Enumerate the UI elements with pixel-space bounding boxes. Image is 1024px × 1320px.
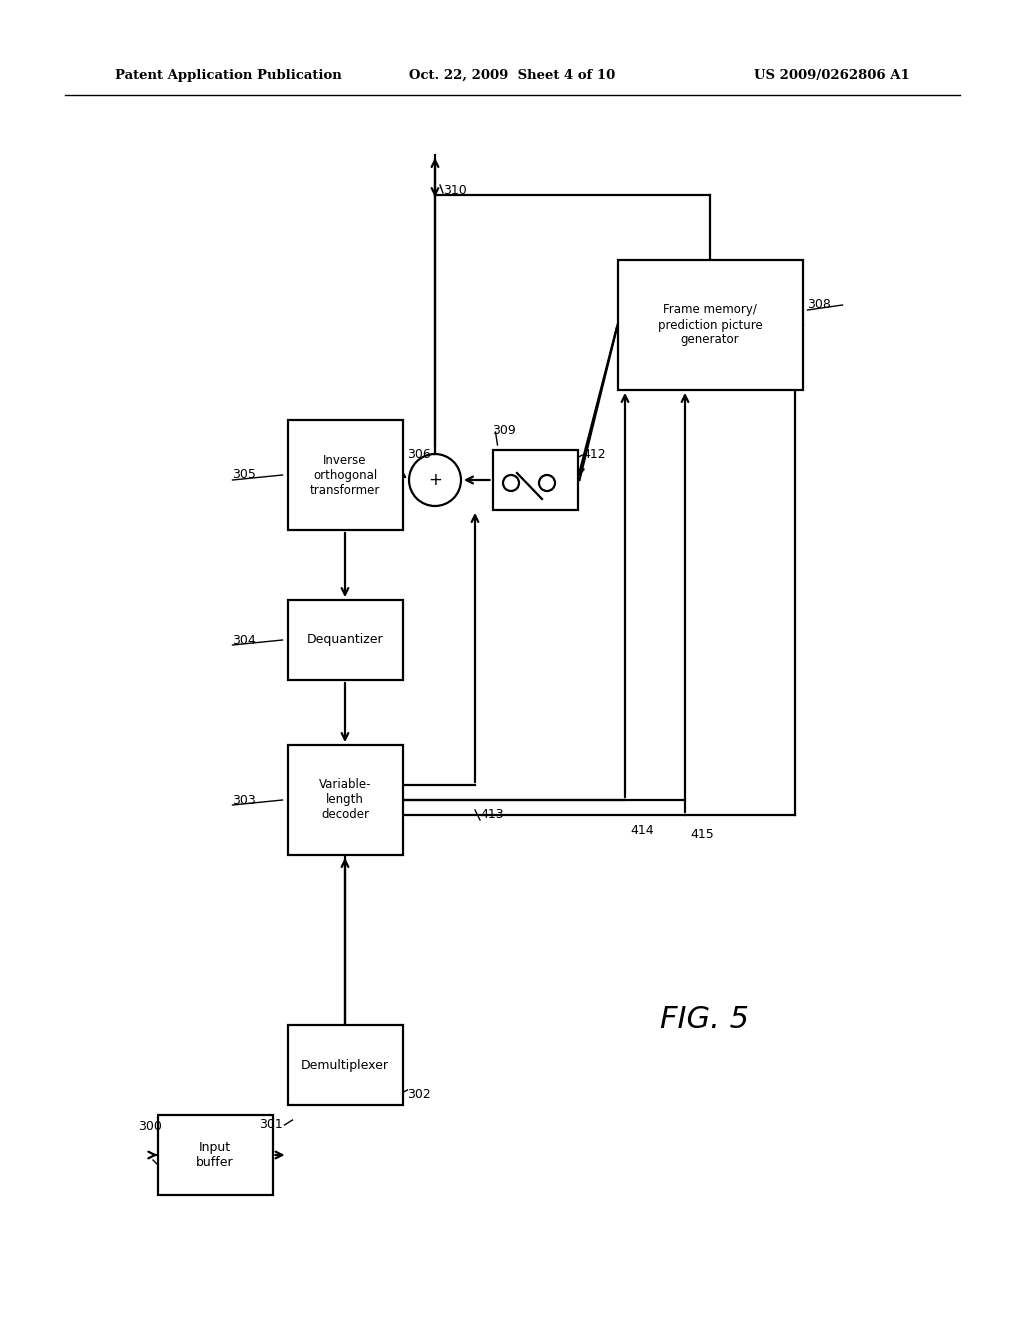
Bar <box>617 260 803 389</box>
Text: 303: 303 <box>232 793 256 807</box>
Text: Dequantizer: Dequantizer <box>306 634 383 647</box>
Text: Oct. 22, 2009  Sheet 4 of 10: Oct. 22, 2009 Sheet 4 of 10 <box>409 69 615 82</box>
Text: Variable-
length
decoder: Variable- length decoder <box>318 779 372 821</box>
Text: 305: 305 <box>232 469 256 482</box>
Text: 412: 412 <box>583 449 606 462</box>
Text: Patent Application Publication: Patent Application Publication <box>115 69 342 82</box>
Text: 309: 309 <box>493 424 516 437</box>
Text: 302: 302 <box>408 1089 431 1101</box>
Text: Input
buffer: Input buffer <box>197 1140 233 1170</box>
Bar <box>288 1026 402 1105</box>
Text: Demultiplexer: Demultiplexer <box>301 1059 389 1072</box>
Text: 300: 300 <box>138 1121 162 1134</box>
Text: 414: 414 <box>630 824 653 837</box>
Text: 301: 301 <box>259 1118 283 1131</box>
Text: 310: 310 <box>443 183 467 197</box>
Bar <box>158 1115 272 1195</box>
Text: FIG. 5: FIG. 5 <box>660 1006 749 1035</box>
Bar <box>288 420 402 531</box>
Text: +: + <box>428 471 442 488</box>
Text: 415: 415 <box>690 829 714 842</box>
Text: 306: 306 <box>408 449 431 462</box>
Bar <box>493 450 578 510</box>
Text: 413: 413 <box>480 808 504 821</box>
Text: US 2009/0262806 A1: US 2009/0262806 A1 <box>755 69 910 82</box>
Text: 304: 304 <box>232 634 256 647</box>
Bar <box>288 744 402 855</box>
Text: Inverse
orthogonal
transformer: Inverse orthogonal transformer <box>310 454 380 496</box>
Text: 308: 308 <box>808 298 831 312</box>
Text: Frame memory/
prediction picture
generator: Frame memory/ prediction picture generat… <box>657 304 763 346</box>
Bar <box>288 601 402 680</box>
